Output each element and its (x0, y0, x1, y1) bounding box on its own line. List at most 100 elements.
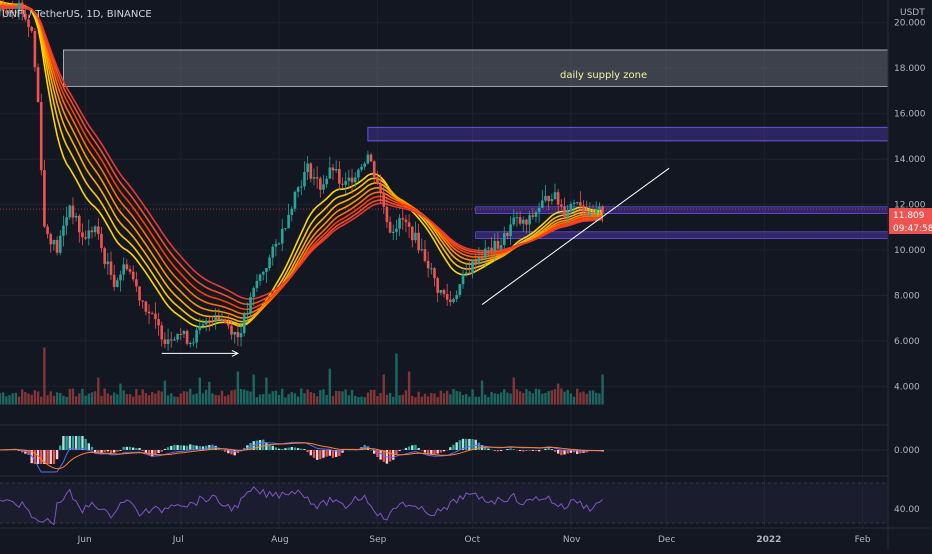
candle-body[interactable] (179, 334, 182, 335)
candle-body[interactable] (484, 249, 487, 259)
candle-body[interactable] (154, 314, 157, 320)
candle-body[interactable] (27, 19, 30, 26)
candle-body[interactable] (316, 177, 319, 178)
candle-body[interactable] (576, 202, 579, 203)
candle-body[interactable] (268, 258, 271, 268)
candle-body[interactable] (170, 339, 173, 340)
candle-body[interactable] (132, 272, 135, 279)
candle-body[interactable] (224, 320, 227, 324)
candle-body[interactable] (49, 234, 52, 244)
candle-body[interactable] (395, 229, 398, 232)
candle-body[interactable] (53, 240, 56, 244)
candle-body[interactable] (471, 260, 474, 273)
candle-body[interactable] (322, 184, 325, 189)
candle-body[interactable] (81, 232, 84, 237)
candle-body[interactable] (94, 226, 97, 232)
candle-body[interactable] (554, 192, 557, 199)
candle-body[interactable] (474, 260, 477, 264)
candle-body[interactable] (585, 212, 588, 216)
candle-body[interactable] (468, 272, 471, 273)
candle-body[interactable] (595, 209, 598, 213)
candle-body[interactable] (306, 163, 309, 172)
candle-body[interactable] (497, 241, 500, 249)
supply-zone[interactable] (63, 50, 888, 86)
candle-body[interactable] (97, 226, 100, 233)
candle-body[interactable] (88, 230, 91, 238)
candle-body[interactable] (116, 280, 119, 287)
candle-body[interactable] (566, 211, 569, 217)
candle-body[interactable] (37, 67, 40, 102)
candle-body[interactable] (62, 226, 65, 236)
candle-body[interactable] (411, 227, 414, 240)
candle-body[interactable] (392, 232, 395, 233)
candle-body[interactable] (40, 102, 43, 170)
candle-body[interactable] (141, 300, 144, 301)
candle-body[interactable] (417, 233, 420, 251)
candle-body[interactable] (113, 275, 116, 287)
candle-body[interactable] (436, 278, 439, 293)
candle-body[interactable] (386, 207, 389, 222)
candle-body[interactable] (256, 281, 259, 288)
candle-body[interactable] (544, 196, 547, 201)
candle-body[interactable] (75, 216, 78, 218)
candle-body[interactable] (227, 323, 230, 325)
candle-body[interactable] (72, 206, 75, 218)
candle-body[interactable] (427, 261, 430, 268)
candle-body[interactable] (310, 163, 313, 178)
candle-body[interactable] (246, 313, 249, 315)
candle-body[interactable] (43, 170, 46, 226)
candle-body[interactable] (107, 261, 110, 264)
candle-body[interactable] (68, 206, 71, 218)
candle-body[interactable] (357, 170, 360, 178)
candle-body[interactable] (579, 202, 582, 206)
candle-body[interactable] (221, 320, 224, 321)
candle-body[interactable] (278, 244, 281, 245)
candle-body[interactable] (557, 192, 560, 204)
candle-body[interactable] (259, 275, 262, 281)
candle-body[interactable] (541, 201, 544, 208)
candle-body[interactable] (275, 244, 278, 247)
candle-body[interactable] (129, 269, 132, 272)
candle-body[interactable] (598, 206, 601, 209)
candle-body[interactable] (341, 184, 344, 185)
candle-body[interactable] (290, 209, 293, 215)
candle-body[interactable] (199, 326, 202, 330)
candle-body[interactable] (338, 169, 341, 184)
candle-body[interactable] (424, 249, 427, 261)
candle-body[interactable] (405, 220, 408, 223)
candle-body[interactable] (582, 206, 585, 212)
candle-body[interactable] (103, 248, 106, 264)
candle-body[interactable] (500, 245, 503, 249)
candle-body[interactable] (452, 299, 455, 302)
candle-body[interactable] (528, 215, 531, 224)
candle-body[interactable] (252, 288, 255, 297)
candle-body[interactable] (522, 220, 525, 224)
candle-body[interactable] (122, 264, 125, 274)
candle-body[interactable] (135, 279, 138, 286)
candle-body[interactable] (56, 240, 59, 253)
candle-body[interactable] (446, 294, 449, 300)
candle-body[interactable] (373, 161, 376, 177)
candle-body[interactable] (601, 206, 604, 212)
candle-body[interactable] (173, 339, 176, 340)
candle-body[interactable] (525, 220, 528, 225)
candle-body[interactable] (313, 177, 316, 178)
candle-body[interactable] (367, 155, 370, 164)
candle-body[interactable] (401, 218, 404, 219)
candle-body[interactable] (262, 272, 265, 275)
candle-body[interactable] (126, 264, 129, 269)
candle-body[interactable] (563, 206, 566, 217)
candle-body[interactable] (379, 184, 382, 193)
candle-body[interactable] (509, 224, 512, 236)
candle-body[interactable] (382, 192, 385, 206)
candle-body[interactable] (493, 241, 496, 251)
candle-body[interactable] (519, 217, 522, 224)
candle-body[interactable] (208, 320, 211, 321)
candle-body[interactable] (421, 249, 424, 250)
candle-body[interactable] (490, 248, 493, 251)
candle-body[interactable] (148, 312, 151, 314)
candle-body[interactable] (271, 247, 274, 258)
candle-body[interactable] (300, 186, 303, 187)
candle-body[interactable] (160, 325, 163, 339)
candle-body[interactable] (205, 320, 208, 324)
